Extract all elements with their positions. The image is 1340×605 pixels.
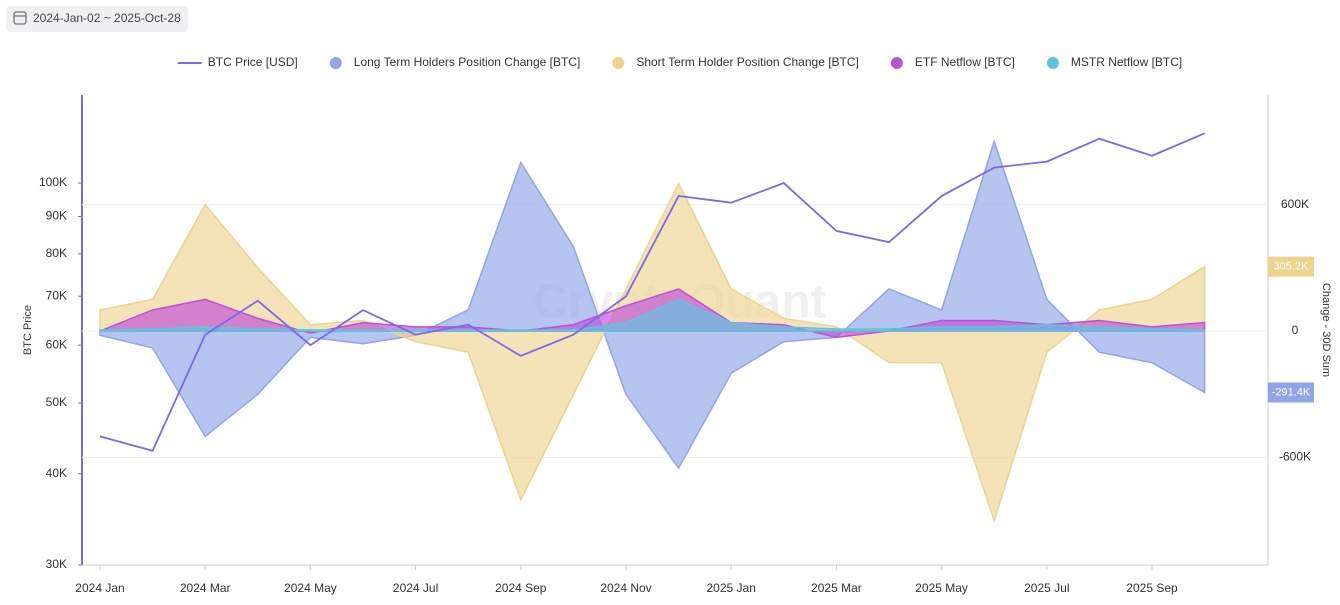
value-badge [1268, 382, 1314, 403]
legend-label: Long Term Holders Position Change [BTC] [354, 55, 581, 69]
x-tick-label: 2025 May [915, 581, 968, 595]
calendar-icon [13, 11, 27, 25]
legend-label: Short Term Holder Position Change [BTC] [636, 55, 859, 69]
date-range-bg[interactable] [6, 6, 188, 32]
legend: BTC Price [USD] Long Term Holders Positio… [177, 55, 1182, 69]
area [99, 298, 1206, 332]
y-tick-label: 80K [46, 246, 67, 260]
y-tick-label: 90K [46, 209, 67, 223]
x-tick-label: 2025 Jul [1024, 581, 1069, 595]
x-tick-label: 2025 Sep [1126, 581, 1178, 595]
x-tick-label: 2025 Jan [707, 581, 756, 595]
legend-marker [612, 57, 625, 69]
value-badge [1268, 256, 1314, 277]
x-tick-label: 2024 Jan [75, 581, 124, 595]
y-tick-label: 100K [39, 175, 67, 189]
y2-tick-label: 600K [1281, 197, 1309, 211]
legend-marker [329, 57, 342, 69]
y-tick-label: 50K [46, 395, 67, 409]
y-axis-title: BTC Price [22, 305, 34, 355]
area [99, 181, 1206, 524]
area [99, 138, 1206, 470]
y-tick-label: 40K [46, 466, 67, 480]
legend-label: BTC Price [USD] [208, 55, 298, 69]
y2-axis-title: Change - 30D Sum [1320, 283, 1332, 377]
x-tick-label: 2024 Nov [600, 581, 651, 595]
y-tick-label: 30K [46, 557, 67, 571]
legend-label: MSTR Netflow [BTC] [1071, 55, 1182, 69]
x-tick-label: 2024 Jul [393, 581, 438, 595]
value-label: -291.4K [1272, 386, 1311, 398]
legend-label: ETF Netflow [BTC] [915, 55, 1015, 69]
x-tick-label: 2024 Sep [495, 581, 547, 595]
line [99, 132, 1205, 452]
date-range-button[interactable]: 2024-Jan-02 ~ 2025-Oct-28 [6, 6, 188, 32]
y-tick-label: 60K [46, 337, 67, 351]
date-range[interactable]: 2024-Jan-02 ~ 2025-Oct-28 [33, 11, 181, 25]
x-tick-label: 2025 Mar [811, 581, 862, 595]
value-label: 305.2K [1274, 261, 1310, 273]
legend-marker [1046, 57, 1059, 69]
legend-marker [890, 57, 903, 69]
y-tick-label: 70K [46, 288, 67, 302]
y2-tick-label: 0 [1292, 323, 1299, 337]
y2-tick-label: -600K [1279, 450, 1311, 464]
x-tick-label: 2024 Mar [180, 581, 231, 595]
x-tick-label: 2024 May [284, 581, 337, 595]
